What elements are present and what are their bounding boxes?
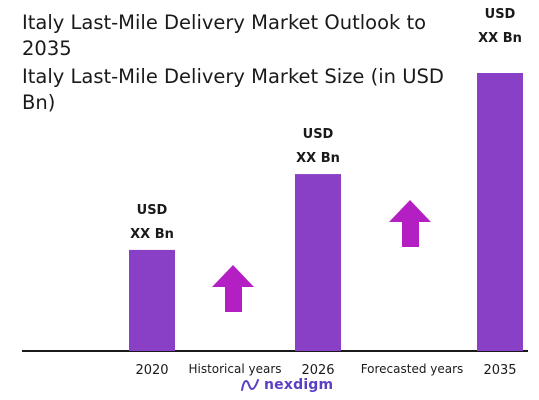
bar-2020	[129, 249, 175, 351]
x-tick-label-2035: 2035	[483, 363, 516, 378]
forecast-growth-arrow-icon	[389, 200, 431, 247]
bar-value-label-2026: USD	[303, 127, 334, 142]
historical-years-label: Historical years	[188, 362, 281, 376]
historical-growth-arrow-icon	[212, 265, 254, 312]
nexdigm-logo: nexdigm	[240, 374, 333, 396]
bar-value-label-2020: XX Bn	[130, 227, 174, 242]
x-tick-label-2020: 2020	[135, 363, 168, 378]
chart-subtitle: Italy Last-Mile Delivery Market Size (in…	[22, 65, 444, 114]
x-tick-label-2026: 2026	[301, 363, 334, 378]
logo-text: nexdigm	[264, 377, 334, 393]
forecasted-years-label: Forecasted years	[361, 362, 464, 376]
bar-value-label-2035: USD	[485, 7, 516, 22]
chart-title: Italy Last-Mile Delivery Market Outlook …	[22, 11, 427, 60]
nexdigm-logo-icon	[241, 379, 259, 391]
bar-value-label-2035: XX Bn	[478, 31, 522, 46]
bar-value-label-2026: XX Bn	[296, 151, 340, 166]
bar-2026	[295, 174, 341, 351]
bar-2035	[477, 73, 523, 351]
bar-value-label-2020: USD	[137, 203, 168, 218]
